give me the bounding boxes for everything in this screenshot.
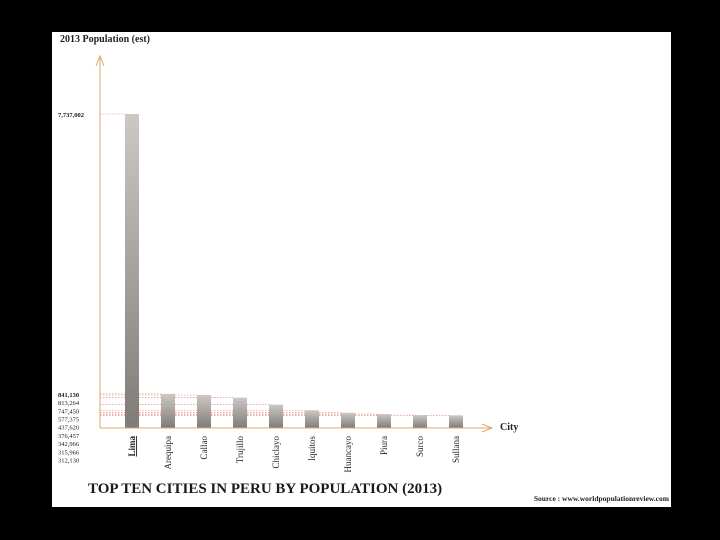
- bar-arequipa: [161, 393, 175, 428]
- category-label-surco: Surco: [415, 436, 425, 457]
- category-label-huancayo: Huancayo: [343, 436, 353, 473]
- bar-huancayo: [341, 412, 355, 428]
- bar-lima: [125, 114, 139, 428]
- bar-callao: [197, 394, 211, 428]
- bar-trujillo: [233, 397, 247, 428]
- category-label-chiclayo: Chiclayo: [271, 436, 281, 469]
- value-label-lima: 7,737,002: [58, 112, 84, 119]
- value-label-arequipa: 841,130: [58, 392, 79, 399]
- bar-sullana: [449, 415, 463, 428]
- category-label-callao: Callao: [199, 436, 209, 460]
- value-label-huancayo: 376,457: [58, 433, 80, 440]
- axes: [95, 54, 494, 433]
- bars-group: [125, 114, 463, 428]
- value-label-iquitos: 437,620: [58, 425, 79, 432]
- category-labels-group: Lima Arequipa Callao Trujillo Chiclayo Iquito…: [127, 436, 461, 473]
- category-label-sullana: Sullana: [451, 436, 461, 463]
- value-label-piura: 342,966: [58, 441, 80, 448]
- value-guide-lines: [100, 113, 449, 416]
- chart-title: TOP TEN CITIES IN PERU BY POPULATION (20…: [88, 481, 443, 497]
- x-axis-title: City: [500, 422, 519, 433]
- y-axis-arrow: [95, 54, 105, 67]
- category-label-lima: Lima: [127, 436, 137, 457]
- value-label-callao: 813,264: [58, 400, 80, 407]
- x-axis-arrow: [481, 423, 494, 433]
- bar-piura: [377, 414, 391, 428]
- source-note: Source : www.worldpopulationreview.com: [533, 494, 669, 503]
- category-label-trujillo: Trujillo: [235, 436, 245, 464]
- value-label-surco: 315,966: [58, 449, 80, 456]
- bar-surco: [413, 415, 427, 428]
- value-label-chiclayo: 577,375: [58, 416, 79, 423]
- value-label-sullana: 312,130: [58, 457, 79, 464]
- y-axis-title: 2013 Population (est): [60, 34, 150, 45]
- value-label-trujillo: 747,450: [58, 408, 79, 415]
- category-label-arequipa: Arequipa: [163, 436, 173, 470]
- chart-panel: 7,737,002 841,130 813,264 747,450 577,375 437…: [52, 32, 671, 507]
- bar-iquitos: [305, 410, 319, 428]
- bar-chiclayo: [269, 404, 283, 428]
- category-label-piura: Piura: [379, 436, 389, 455]
- category-label-iquitos: Iquitos: [307, 436, 317, 461]
